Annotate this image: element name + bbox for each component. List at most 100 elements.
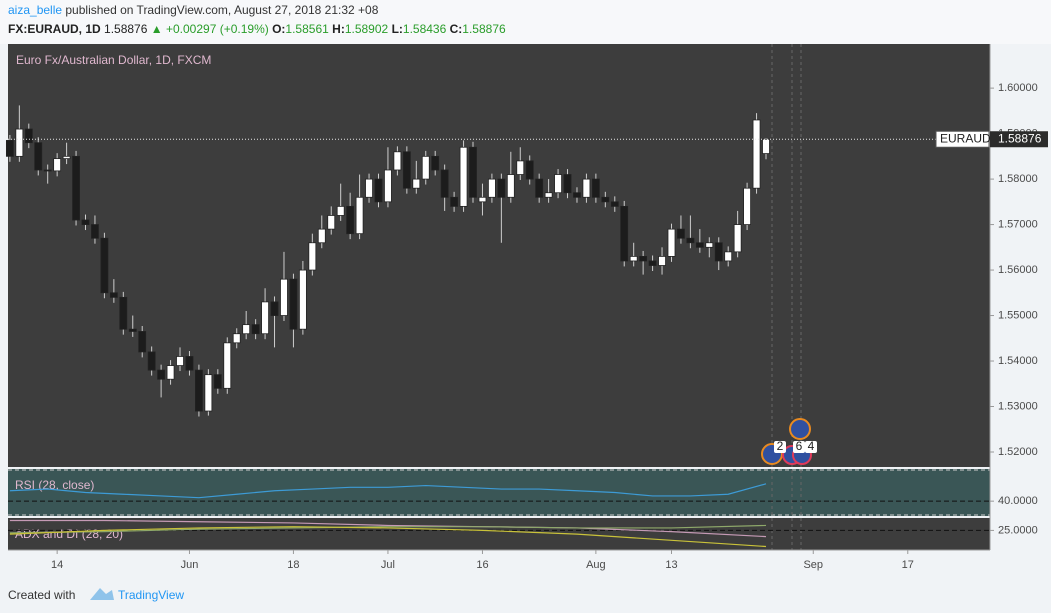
candle-body (525, 160, 534, 180)
candle-body (204, 374, 213, 412)
event-count: 2 (777, 439, 784, 453)
candle-body (176, 356, 184, 366)
candle-body (469, 146, 477, 198)
candle-body (270, 301, 279, 316)
candle-body (440, 169, 449, 198)
ohlc-key: O: (272, 22, 285, 36)
candle-body (185, 356, 194, 371)
x-tick-label: 18 (287, 559, 299, 571)
candle-body (402, 151, 411, 189)
author[interactable]: aiza_belle (8, 3, 62, 17)
published: published on TradingView.com, August 27,… (62, 3, 379, 17)
candle-body (488, 178, 496, 198)
candle-body (563, 174, 572, 194)
candle-body (251, 324, 260, 335)
last-name: EURAUD (940, 131, 991, 145)
candle-body (733, 224, 742, 253)
candle-body (119, 296, 128, 330)
indicator-line (9, 524, 767, 534)
candle-body (261, 301, 269, 335)
candle-body (629, 256, 638, 262)
candle-body (601, 196, 610, 203)
candle-body (620, 205, 629, 262)
candle-body (232, 333, 241, 344)
candle-body (280, 278, 288, 316)
candle-body (213, 374, 222, 389)
candle-body (639, 256, 648, 262)
y-tick-label: 1.54000 (998, 355, 1038, 367)
x-tick-label: 14 (51, 559, 63, 571)
candle-body (393, 151, 402, 171)
up-arrow: ▲ (151, 22, 163, 36)
candle-body (223, 342, 232, 389)
change: +0.00297 (+0.19%) (166, 22, 269, 36)
indicator-line (9, 483, 767, 499)
candle-body (677, 228, 685, 239)
header-bg (0, 0, 1051, 44)
candle-body (686, 237, 695, 244)
candle-body (573, 192, 581, 198)
candle-body (544, 192, 553, 198)
candle-body (516, 160, 525, 175)
last-name-box (935, 130, 990, 148)
candle-body (374, 178, 383, 203)
candle-body (308, 242, 317, 271)
y-tick-label: 1.55000 (998, 309, 1038, 321)
header-line: aiza_belle published on TradingView.com,… (8, 3, 379, 17)
candle-body (412, 178, 421, 189)
candle-body (535, 178, 544, 198)
candle-body (724, 251, 733, 262)
candle-body (53, 158, 62, 172)
x-tick-label: Aug (586, 559, 606, 571)
candle-body (100, 237, 109, 294)
candle-body (91, 224, 99, 239)
event-count: 6 (796, 439, 803, 453)
last-price: 1.58876 (998, 131, 1042, 145)
candle-body (355, 196, 364, 235)
ohlc-value: 1.58902 (345, 22, 389, 36)
candle-body (109, 292, 118, 298)
candle-body (15, 128, 24, 157)
candle-body (24, 128, 33, 144)
ohlc-key: L: (392, 22, 403, 36)
x-tick-label: 16 (476, 559, 488, 571)
candle-body (478, 196, 487, 203)
footer-text: Created with (8, 588, 75, 602)
pane-title: Euro Fx/Australian Dollar, 1D, FXCM (16, 53, 211, 67)
candle-body (648, 260, 657, 266)
symbol: FX:EURAUD, 1D (8, 22, 101, 36)
candle-body (43, 169, 52, 172)
event-icon[interactable] (789, 418, 811, 440)
ohlc-value: 1.58561 (285, 22, 329, 36)
quote-line: FX:EURAUD, 1D 1.58876 ▲ +0.00297 (+0.19%… (8, 22, 506, 36)
pane-title: ADX and DI (28, 20) (15, 527, 123, 541)
rsi-pane (8, 469, 990, 516)
candle-body (34, 142, 43, 171)
x-tick-label: Jun (181, 559, 199, 571)
x-tick-label: 13 (665, 559, 677, 571)
y-tick-label: 1.56000 (998, 264, 1038, 276)
ohlc-value: 1.58876 (462, 22, 506, 36)
last-price-box (990, 131, 1048, 148)
logo (90, 588, 114, 600)
y-tick-label: 40.0000 (998, 495, 1038, 507)
candle-body (459, 146, 468, 207)
event-count: 4 (808, 439, 815, 453)
candle-body (752, 119, 761, 189)
last: 1.58876 (104, 22, 148, 36)
candle-body (289, 278, 298, 330)
candle-body (147, 351, 156, 371)
candle-body (62, 155, 71, 160)
candle-body (128, 328, 137, 332)
adx-pane (8, 518, 990, 550)
event-badge (793, 441, 805, 453)
y-tick-label: 1.52000 (998, 446, 1038, 458)
candle-body (298, 269, 307, 330)
event-icons[interactable]: 2 6 4 (761, 418, 817, 465)
candle-body (450, 196, 459, 207)
ohlc-value: 1.58436 (403, 22, 447, 36)
candle-body (242, 324, 251, 335)
footer-brand[interactable]: TradingView (118, 588, 184, 602)
candle-body (384, 169, 392, 203)
